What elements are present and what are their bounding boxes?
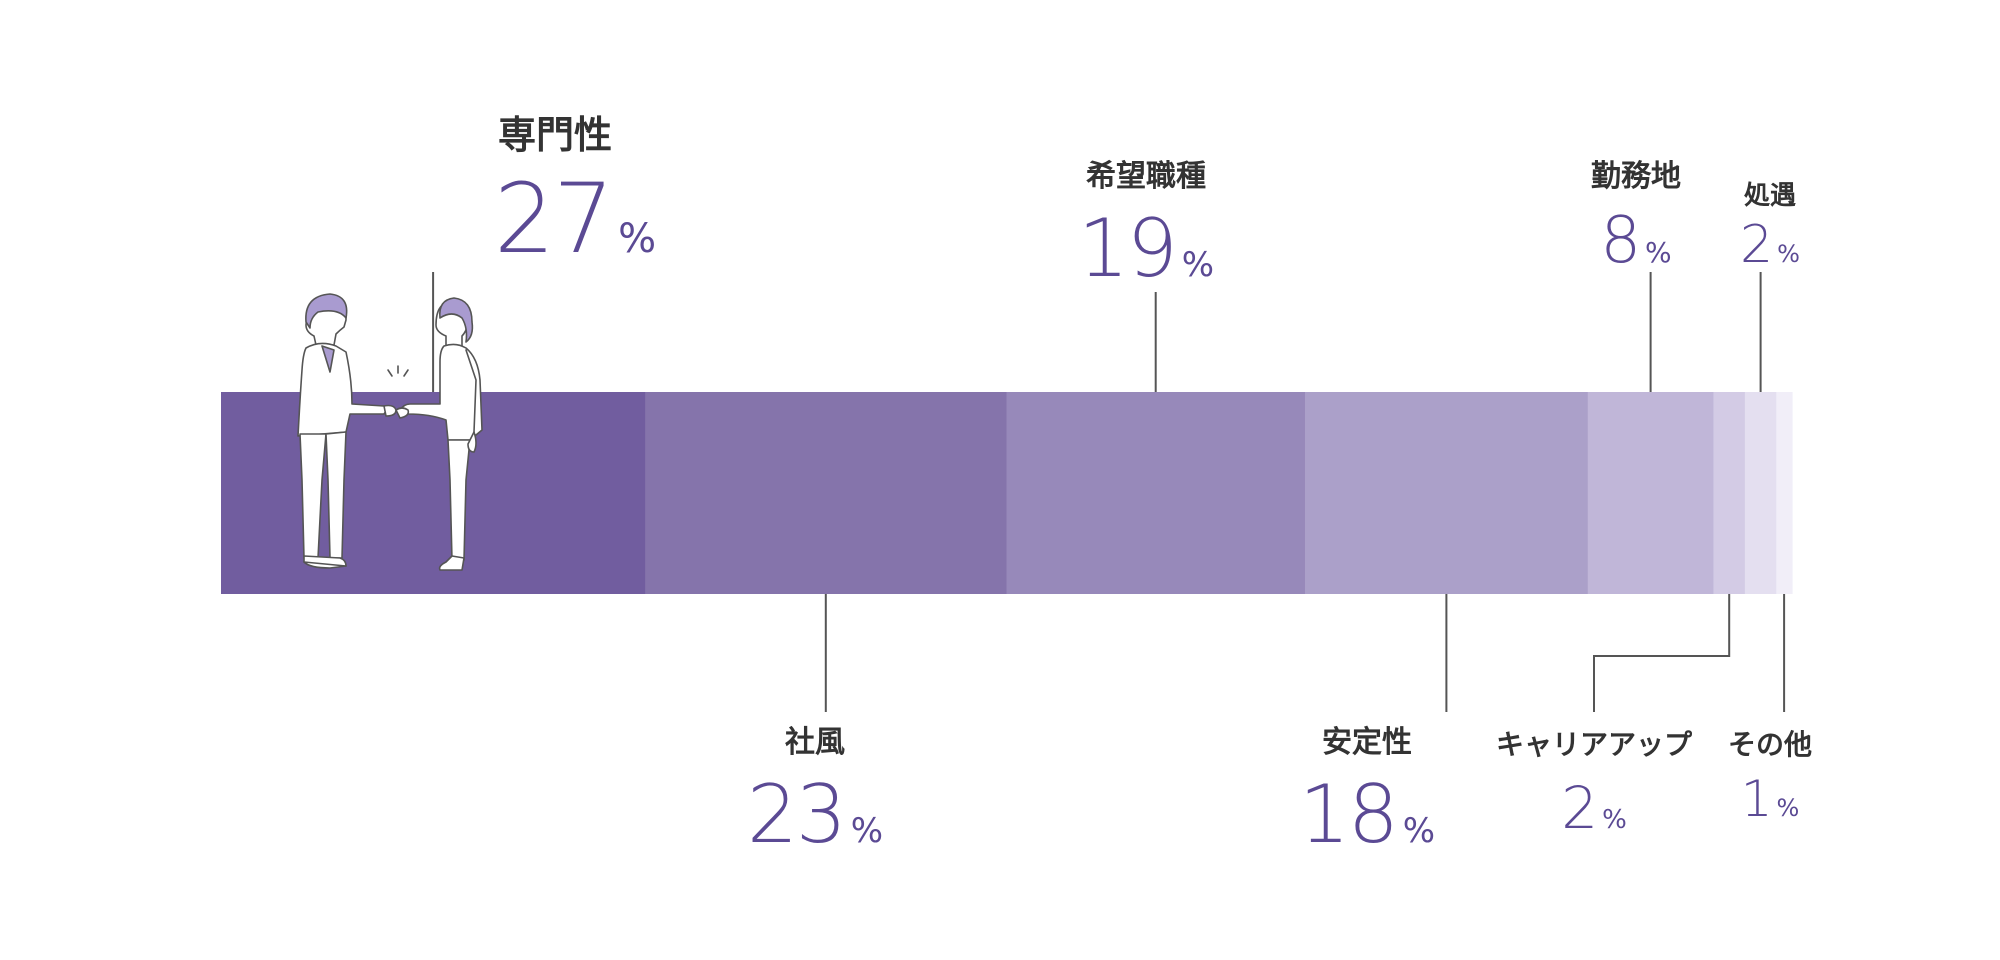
bar-segment-2	[645, 392, 1008, 594]
bar-segment-8	[1776, 392, 1793, 594]
spark-icon	[387, 365, 409, 377]
value-label-6: 2%	[1561, 774, 1627, 842]
bar-segment-4	[1304, 392, 1589, 594]
value-number: 23	[747, 768, 845, 861]
value-label-5: 8%	[1600, 204, 1671, 278]
value-unit: %	[618, 216, 656, 262]
value-number: 2	[1561, 774, 1596, 842]
bar-segment-5	[1587, 392, 1715, 594]
value-number: 8	[1600, 204, 1639, 278]
man-figure-icon	[297, 293, 397, 569]
woman-hair	[438, 297, 474, 343]
category-label-6: キャリアアップ	[1496, 728, 1693, 761]
bar-segments	[221, 392, 1793, 594]
value-number: 19	[1078, 202, 1176, 295]
handshake-illustration	[297, 293, 483, 571]
value-unit: %	[1777, 240, 1800, 268]
bar-segment-3	[1006, 392, 1306, 594]
value-label-7: 2%	[1740, 215, 1800, 275]
category-label-8: その他	[1728, 728, 1812, 761]
category-label-2: 社風	[785, 725, 845, 760]
value-unit: %	[1777, 794, 1800, 822]
bar-segment-6	[1713, 392, 1746, 594]
category-label-4: 安定性	[1322, 725, 1412, 760]
value-unit: %	[1602, 805, 1627, 835]
value-number: 18	[1299, 768, 1397, 861]
value-label-2: 23%	[747, 768, 883, 861]
value-unit: %	[1403, 811, 1435, 851]
leader-lines	[432, 272, 1786, 712]
value-label-1: 27%	[494, 163, 656, 275]
category-label-7: 処遇	[1744, 181, 1796, 211]
category-label-1: 専門性	[498, 113, 612, 157]
value-number: 27	[494, 163, 612, 275]
value-number: 2	[1740, 215, 1771, 275]
value-number: 1	[1741, 770, 1771, 828]
value-unit: %	[1645, 236, 1672, 269]
bar-segment-1	[221, 392, 646, 594]
leader-line-6	[1593, 594, 1731, 712]
bar-segment-7	[1744, 392, 1777, 594]
woman-figure-icon	[395, 297, 483, 571]
value-label-3: 19%	[1078, 202, 1214, 295]
value-label-8: 1%	[1741, 770, 1800, 828]
value-label-4: 18%	[1299, 768, 1435, 861]
value-unit: %	[851, 811, 883, 851]
category-label-3: 希望職種	[1086, 159, 1206, 194]
man-hair	[305, 293, 348, 329]
value-unit: %	[1182, 245, 1214, 285]
category-label-5: 勤務地	[1591, 159, 1681, 194]
